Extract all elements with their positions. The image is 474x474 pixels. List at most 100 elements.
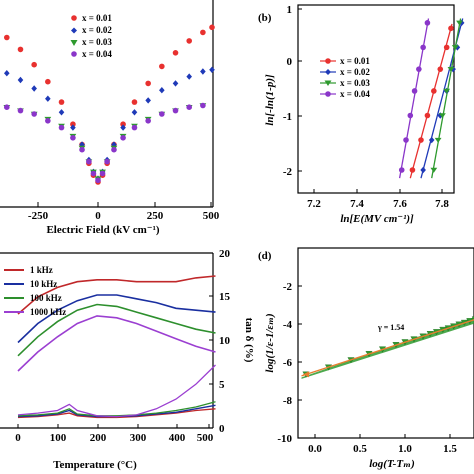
panel-a-point-s1-13 bbox=[120, 124, 126, 131]
panel-a-point-s1-3 bbox=[45, 95, 51, 102]
panel-b-point-s3-5 bbox=[420, 44, 426, 51]
panel-b-point-s2-3 bbox=[443, 88, 451, 94]
panel-a: -250 0 250 500 Electric Field (kV cm⁻¹) … bbox=[0, 0, 220, 236]
panel-c-curves bbox=[17, 275, 216, 419]
panel-c-xtick-5: 500 bbox=[197, 432, 214, 444]
panel-d-xtick-0: 0.0 bbox=[308, 443, 322, 455]
panel-a-legend: x = 0.01 x = 0.02 x = 0.03 x = 0.04 bbox=[70, 13, 112, 59]
panel-d-first-point bbox=[303, 371, 309, 378]
panel-a-point-s0-2 bbox=[31, 61, 37, 68]
panel-c-dielectric-curve-3 bbox=[17, 315, 216, 372]
panel-b-point-s2-6 bbox=[456, 20, 463, 26]
legend-a-marker-3 bbox=[71, 51, 77, 57]
panel-d-xtick-3: 1.5 bbox=[443, 443, 457, 455]
legend-a-marker-2 bbox=[70, 40, 78, 46]
panel-d-ytick-4: -10 bbox=[277, 433, 292, 445]
panel-a-point-s3-18 bbox=[186, 104, 192, 110]
panel-c-rtick-1: 15 bbox=[219, 291, 231, 303]
panel-a-point-s3-15 bbox=[145, 118, 151, 124]
panel-b-xtick-0: 7.2 bbox=[307, 198, 321, 210]
panel-c-tand-curve-0 bbox=[17, 408, 216, 419]
legend-b-label-0: x = 0.01 bbox=[340, 56, 370, 66]
panel-c-rtick-3: 5 bbox=[219, 379, 225, 391]
panel-d-data-band bbox=[301, 317, 474, 379]
panel-b-fit-line-2 bbox=[431, 18, 462, 179]
panel-a-point-s1-19 bbox=[200, 68, 206, 75]
panel-a-point-s3-8 bbox=[90, 170, 97, 177]
panel-d-gamma-annotation: γ = 1.54 bbox=[377, 323, 404, 332]
panel-d-ylabel: log(1/ε-1/εₘ) bbox=[264, 313, 276, 372]
panel-c-tand-curve-2 bbox=[17, 401, 216, 417]
panel-b-point-s2-1 bbox=[434, 137, 442, 143]
panel-b-point-s1-6 bbox=[458, 19, 465, 27]
panel-a-point-s0-18 bbox=[186, 38, 192, 44]
panel-c-xtick-3: 300 bbox=[130, 432, 147, 444]
panel-a-point-s3-4 bbox=[58, 124, 65, 131]
panel-a-points bbox=[3, 24, 215, 185]
panel-c-xlabel: Temperature (°C) bbox=[53, 459, 137, 471]
panel-a-point-s0-0 bbox=[3, 34, 10, 41]
panel-b-xtick-3: 7.8 bbox=[435, 198, 449, 210]
panel-a-xtick-1: 0 bbox=[95, 210, 101, 222]
panel-d-fit-line bbox=[301, 319, 474, 377]
panel-d: (d) -2 -4 -6 -8 -10 0.0 0.5 1.0 1.5 log(… bbox=[258, 247, 474, 470]
panel-a-point-s0-17 bbox=[172, 50, 179, 56]
panel-c-rtick-0: 20 bbox=[219, 248, 231, 260]
panel-d-ytick-2: -6 bbox=[283, 357, 293, 369]
panel-a-point-s3-17 bbox=[172, 107, 179, 114]
panel-b-points bbox=[398, 19, 465, 174]
panel-b-ylabel: ln[-ln(1-p)] bbox=[264, 74, 276, 126]
panel-b-legend: x = 0.01 x = 0.02 x = 0.03 x = 0.04 bbox=[320, 56, 370, 99]
panel-b-point-s0-2 bbox=[424, 112, 431, 119]
panel-b-point-s0-5 bbox=[443, 44, 450, 51]
legend-c-label-2: 100 kHz bbox=[30, 293, 62, 303]
panel-c-legend: 1 kHz 10 kHz 100 kHz 1000 kHz bbox=[4, 265, 66, 317]
panel-a-point-s3-13 bbox=[120, 135, 126, 141]
panel-c-tick-marks bbox=[17, 252, 213, 429]
legend-b-marker-0 bbox=[325, 58, 331, 64]
panel-a-point-s1-15 bbox=[145, 97, 151, 104]
legend-a-label-3: x = 0.04 bbox=[82, 49, 112, 59]
panel-a-point-s1-17 bbox=[172, 80, 179, 87]
panel-b-point-s3-1 bbox=[403, 137, 409, 143]
panel-a-xtick-2: 250 bbox=[147, 210, 164, 222]
panel-d-xtick-2: 1.0 bbox=[398, 443, 412, 455]
panel-a-point-s0-16 bbox=[159, 63, 165, 70]
panel-a-point-s3-1 bbox=[17, 107, 24, 114]
panel-a-xtick-0: -250 bbox=[28, 210, 49, 222]
panel-a-point-s0-3 bbox=[45, 78, 51, 85]
panel-a-point-s1-1 bbox=[17, 76, 24, 84]
panel-b-point-s1-5 bbox=[454, 44, 461, 51]
panel-b-point-s3-0 bbox=[398, 167, 405, 173]
panel-d-tag: (d) bbox=[258, 250, 272, 262]
panel-b-point-s2-0 bbox=[430, 167, 438, 173]
panel-a-point-s0-15 bbox=[145, 80, 151, 87]
panel-b-point-s2-4 bbox=[447, 66, 455, 72]
panel-c-right-ylabel: tan δ (%) bbox=[243, 318, 255, 363]
panel-d-ytick-0: -2 bbox=[283, 281, 293, 293]
panel-b-point-s0-6 bbox=[448, 25, 454, 32]
legend-a-label-2: x = 0.03 bbox=[82, 37, 112, 47]
panel-b-tag: (b) bbox=[258, 12, 272, 24]
panel-a-point-s1-2 bbox=[31, 85, 37, 92]
panel-a-point-s1-18 bbox=[186, 73, 192, 80]
panel-b-fit-line-3 bbox=[398, 18, 430, 179]
legend-b-label-1: x = 0.02 bbox=[340, 67, 370, 77]
panel-b-point-s0-3 bbox=[431, 88, 437, 94]
legend-b-label-3: x = 0.04 bbox=[340, 89, 370, 99]
panel-b-frame bbox=[297, 4, 455, 194]
panel-a-point-s3-19 bbox=[200, 102, 206, 109]
panel-a-point-s0-4 bbox=[58, 99, 65, 105]
panel-b-point-s3-2 bbox=[407, 112, 414, 119]
panel-b-xlabel: ln[E(MV cm⁻¹)] bbox=[340, 213, 414, 225]
panel-b-point-s1-1 bbox=[428, 136, 435, 144]
panel-c-xtick-0: 0 bbox=[15, 432, 21, 444]
panel-b-xtick-1: 7.4 bbox=[350, 198, 364, 210]
panel-a-point-s0-20 bbox=[209, 24, 215, 31]
legend-c-label-0: 1 kHz bbox=[30, 265, 53, 275]
panel-c-dielectric-curve-1 bbox=[17, 294, 216, 344]
legend-a-label-0: x = 0.01 bbox=[82, 13, 112, 23]
panel-b-fit-lines bbox=[398, 18, 464, 179]
panel-a-point-s3-16 bbox=[159, 111, 165, 117]
panel-b-ytick-1: 0 bbox=[287, 56, 293, 68]
